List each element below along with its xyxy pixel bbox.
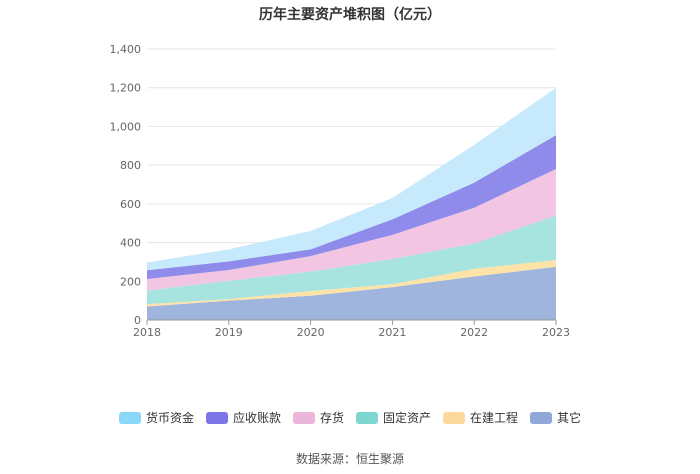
legend-label: 应收账款: [232, 411, 281, 425]
area-series-应收账款[interactable]: [147, 135, 556, 279]
data-source: 数据来源：恒生聚源: [295, 452, 404, 466]
legend-swatch: [205, 411, 228, 424]
x-tick-label: 2019: [215, 326, 243, 339]
area-series-在建工程[interactable]: [147, 259, 556, 307]
legend-item[interactable]: 在建工程: [443, 409, 518, 426]
legend-swatch: [530, 411, 553, 424]
y-tick-label: 200: [120, 275, 141, 288]
x-tick-label: 2021: [378, 326, 406, 339]
y-tick-label: 1,400: [110, 43, 142, 56]
legend-item[interactable]: 固定资产: [356, 409, 431, 426]
x-tick-label: 2018: [133, 326, 161, 339]
legend-item[interactable]: 应收账款: [205, 409, 281, 426]
legend-label: 货币资金: [145, 411, 194, 425]
y-tick-label: 400: [120, 237, 141, 250]
legend-item[interactable]: 货币资金: [118, 409, 194, 426]
y-tick-label: 0: [134, 314, 141, 327]
legend-swatch: [356, 411, 378, 424]
axes: 0 200 400 600 800 1,000 1,200 1,400 2018 2019 2020…: [110, 43, 571, 339]
y-tick-label: 1,200: [110, 82, 142, 95]
x-tick-label: 2023: [542, 326, 570, 339]
area-series-其它[interactable]: [147, 266, 556, 320]
legend: 货币资金 应收账款 存货 固定资产 在建工程 其它: [0, 409, 700, 426]
y-tick-label: 800: [120, 159, 141, 172]
y-tick-label: 1,000: [110, 120, 142, 133]
y-tick-label: 600: [120, 198, 141, 211]
legend-swatch: [292, 411, 315, 424]
legend-item[interactable]: 其它: [530, 409, 581, 426]
legend-item[interactable]: 存货: [292, 409, 344, 426]
legend-swatch: [443, 411, 466, 424]
x-tick-label: 2022: [460, 326, 488, 339]
chart-title: 历年主要资产堆积图（亿元）: [259, 7, 441, 23]
area-series-存货[interactable]: [147, 169, 556, 291]
x-tick-label: 2020: [297, 326, 325, 339]
legend-swatch: [118, 411, 141, 424]
legend-label: 其它: [557, 411, 582, 425]
legend-label: 存货: [319, 411, 344, 425]
area-series-固定资产[interactable]: [147, 215, 556, 305]
legend-label: 在建工程: [470, 411, 519, 425]
legend-label: 固定资产: [383, 411, 432, 425]
stacked-area-chart: 0 200 400 600 800 1,000 1,200 1,400 2018 2019 2020…: [110, 43, 571, 339]
area-series: [147, 87, 556, 320]
area-series-货币资金[interactable]: [147, 87, 556, 271]
